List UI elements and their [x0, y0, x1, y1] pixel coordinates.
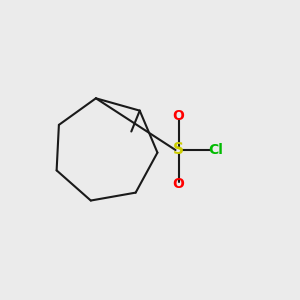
Text: S: S [173, 142, 184, 158]
Text: O: O [172, 178, 184, 191]
Text: O: O [172, 109, 184, 122]
Text: Cl: Cl [208, 143, 224, 157]
